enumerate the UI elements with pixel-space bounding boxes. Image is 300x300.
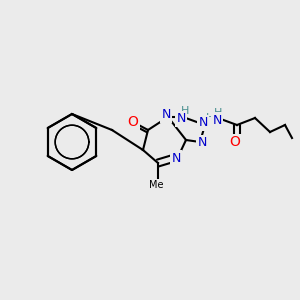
Text: N: N: [198, 116, 208, 130]
Text: H: H: [181, 106, 189, 116]
Text: H: H: [214, 108, 222, 118]
Text: N: N: [161, 109, 171, 122]
Text: N: N: [197, 136, 207, 149]
Text: H: H: [206, 113, 214, 123]
Text: O: O: [230, 135, 240, 149]
Text: N: N: [176, 112, 186, 125]
Text: O: O: [128, 115, 138, 129]
Text: Me: Me: [149, 180, 163, 190]
Text: N: N: [171, 152, 181, 164]
Text: N: N: [212, 113, 222, 127]
